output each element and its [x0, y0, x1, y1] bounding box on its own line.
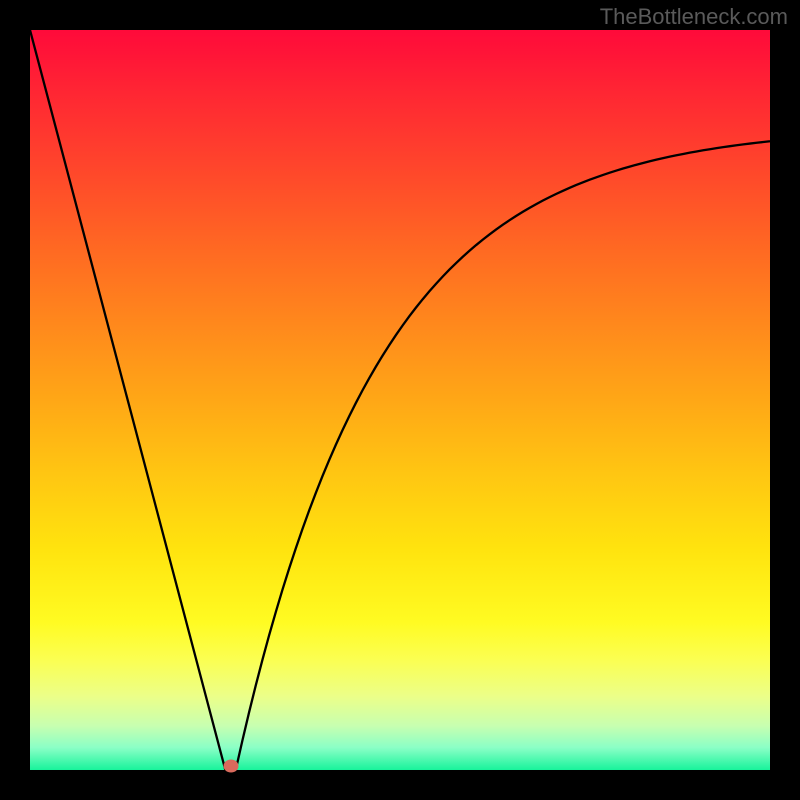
bottleneck-curve: [30, 30, 770, 770]
plot-area: [30, 30, 770, 770]
minimum-marker: [223, 759, 238, 772]
chart-container: TheBottleneck.com: [0, 0, 800, 800]
watermark-text: TheBottleneck.com: [600, 4, 788, 30]
curve-svg: [30, 30, 770, 770]
